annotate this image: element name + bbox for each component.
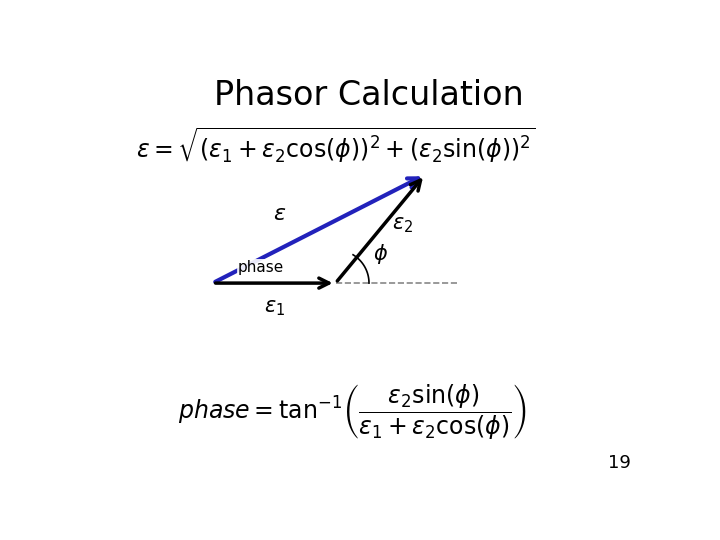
Text: $\varepsilon = \sqrt{\left(\varepsilon_1 + \varepsilon_2 \cos(\phi)\right)^2 + \: $\varepsilon = \sqrt{\left(\varepsilon_1… — [135, 126, 536, 166]
Text: $\varepsilon_1$: $\varepsilon_1$ — [264, 298, 284, 318]
Text: $\varepsilon$: $\varepsilon$ — [273, 205, 287, 225]
Text: 19: 19 — [608, 454, 631, 472]
Text: $\varepsilon_2$: $\varepsilon_2$ — [392, 215, 413, 235]
Text: $\mathit{phase} = \tan^{-1}\!\left(\dfrac{\varepsilon_2 \sin(\phi)}{\varepsilon_: $\mathit{phase} = \tan^{-1}\!\left(\dfra… — [178, 382, 526, 442]
Text: phase: phase — [238, 260, 284, 275]
Text: $\phi$: $\phi$ — [373, 242, 387, 266]
Text: Phasor Calculation: Phasor Calculation — [214, 79, 524, 112]
